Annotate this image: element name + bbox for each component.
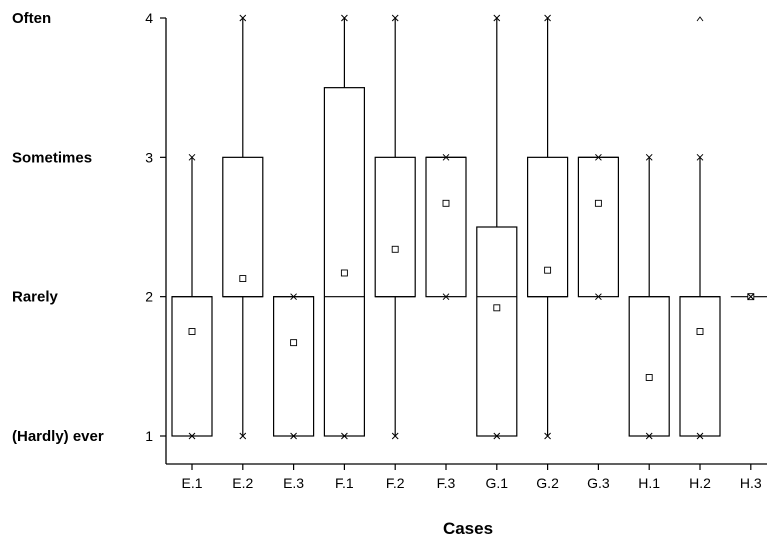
y-tick-category-label: (Hardly) ever bbox=[12, 428, 104, 445]
max-marker bbox=[747, 293, 755, 301]
y-tick-label: 1 bbox=[145, 428, 153, 444]
mean-marker bbox=[290, 339, 298, 347]
x-tick-label: H.1 bbox=[638, 475, 660, 491]
box-E.2 bbox=[222, 14, 264, 440]
y-tick-label: 2 bbox=[145, 289, 153, 305]
max-marker bbox=[493, 14, 501, 22]
x-tick-label: E.2 bbox=[232, 475, 253, 491]
x-tick-label: G.3 bbox=[587, 475, 610, 491]
box-iqr bbox=[323, 87, 365, 437]
max-marker bbox=[188, 153, 196, 161]
max-marker bbox=[341, 14, 348, 22]
min-marker bbox=[341, 432, 348, 440]
box-E.3 bbox=[273, 293, 315, 440]
x-tick-label: F.2 bbox=[386, 475, 405, 491]
y-tick-label: 4 bbox=[145, 10, 153, 26]
box-iqr bbox=[425, 156, 467, 298]
box-H.2 bbox=[679, 16, 721, 440]
mean-marker bbox=[544, 266, 552, 274]
mean-marker bbox=[645, 374, 653, 381]
max-marker bbox=[239, 14, 247, 22]
mean-marker bbox=[696, 328, 704, 335]
x-tick-label: F.1 bbox=[335, 475, 354, 491]
box-iqr bbox=[577, 156, 620, 298]
axes bbox=[165, 18, 767, 465]
box-G.1 bbox=[476, 14, 518, 440]
mean-marker bbox=[442, 199, 450, 207]
box-iqr bbox=[679, 296, 721, 437]
mean-marker bbox=[340, 269, 348, 277]
mean-marker bbox=[594, 199, 602, 207]
box-iqr bbox=[526, 156, 569, 298]
mean-marker bbox=[493, 304, 501, 312]
y-tick-category-label: Sometimes bbox=[12, 149, 92, 166]
box-iqr bbox=[476, 226, 518, 437]
mean-marker bbox=[391, 245, 399, 253]
min-marker bbox=[493, 432, 501, 440]
min-marker bbox=[239, 432, 247, 440]
min-marker bbox=[391, 432, 399, 440]
x-tick-label: H.2 bbox=[689, 475, 711, 491]
box-F.1 bbox=[323, 14, 365, 440]
boxes bbox=[171, 14, 767, 440]
max-marker bbox=[544, 14, 551, 22]
max-marker bbox=[645, 153, 653, 161]
mean-marker bbox=[239, 275, 247, 283]
y-ticks: 1 (Hardly) ever 2 Rarely 3 Sometimes 4 Often bbox=[12, 10, 166, 445]
x-tick-label: H.3 bbox=[740, 475, 762, 491]
max-marker bbox=[391, 14, 399, 22]
x-tick-label: E.1 bbox=[181, 475, 202, 491]
x-tick-label: E.3 bbox=[283, 475, 304, 491]
x-tick-label: G.2 bbox=[536, 475, 559, 491]
min-marker bbox=[188, 432, 196, 440]
y-tick-label: 3 bbox=[145, 149, 153, 165]
max-marker bbox=[290, 293, 297, 301]
x-tick-label: G.1 bbox=[486, 475, 509, 491]
box-iqr bbox=[374, 156, 416, 298]
box-iqr bbox=[628, 296, 670, 437]
max-marker bbox=[595, 153, 602, 161]
box-H.3 bbox=[730, 293, 767, 301]
box-E.1 bbox=[171, 153, 213, 440]
min-marker bbox=[290, 432, 297, 440]
max-marker bbox=[696, 153, 704, 161]
box-G.2 bbox=[526, 14, 569, 440]
box-iqr bbox=[222, 156, 264, 298]
mean-marker bbox=[188, 328, 196, 335]
outlier-marker bbox=[696, 16, 704, 22]
max-marker bbox=[442, 153, 450, 161]
min-marker bbox=[696, 432, 704, 440]
box-iqr bbox=[171, 296, 213, 437]
box-F.2 bbox=[374, 14, 416, 440]
x-tick-label: F.3 bbox=[437, 475, 456, 491]
min-marker bbox=[645, 432, 653, 440]
y-tick-category-label: Rarely bbox=[12, 289, 59, 306]
min-marker bbox=[544, 432, 551, 440]
box-F.3 bbox=[425, 153, 467, 301]
x-axis-title: Cases bbox=[443, 519, 493, 538]
box-G.3 bbox=[577, 153, 620, 301]
x-ticks: E.1 E.2 E.3 F.1 F.2 F.3 G.1 G.2 G.3 H.1 H.2 H.3 bbox=[181, 464, 762, 491]
min-marker bbox=[595, 293, 602, 301]
box-H.1 bbox=[628, 153, 670, 440]
min-marker bbox=[442, 293, 450, 301]
y-tick-category-label: Often bbox=[12, 10, 51, 27]
box-iqr bbox=[273, 296, 315, 437]
